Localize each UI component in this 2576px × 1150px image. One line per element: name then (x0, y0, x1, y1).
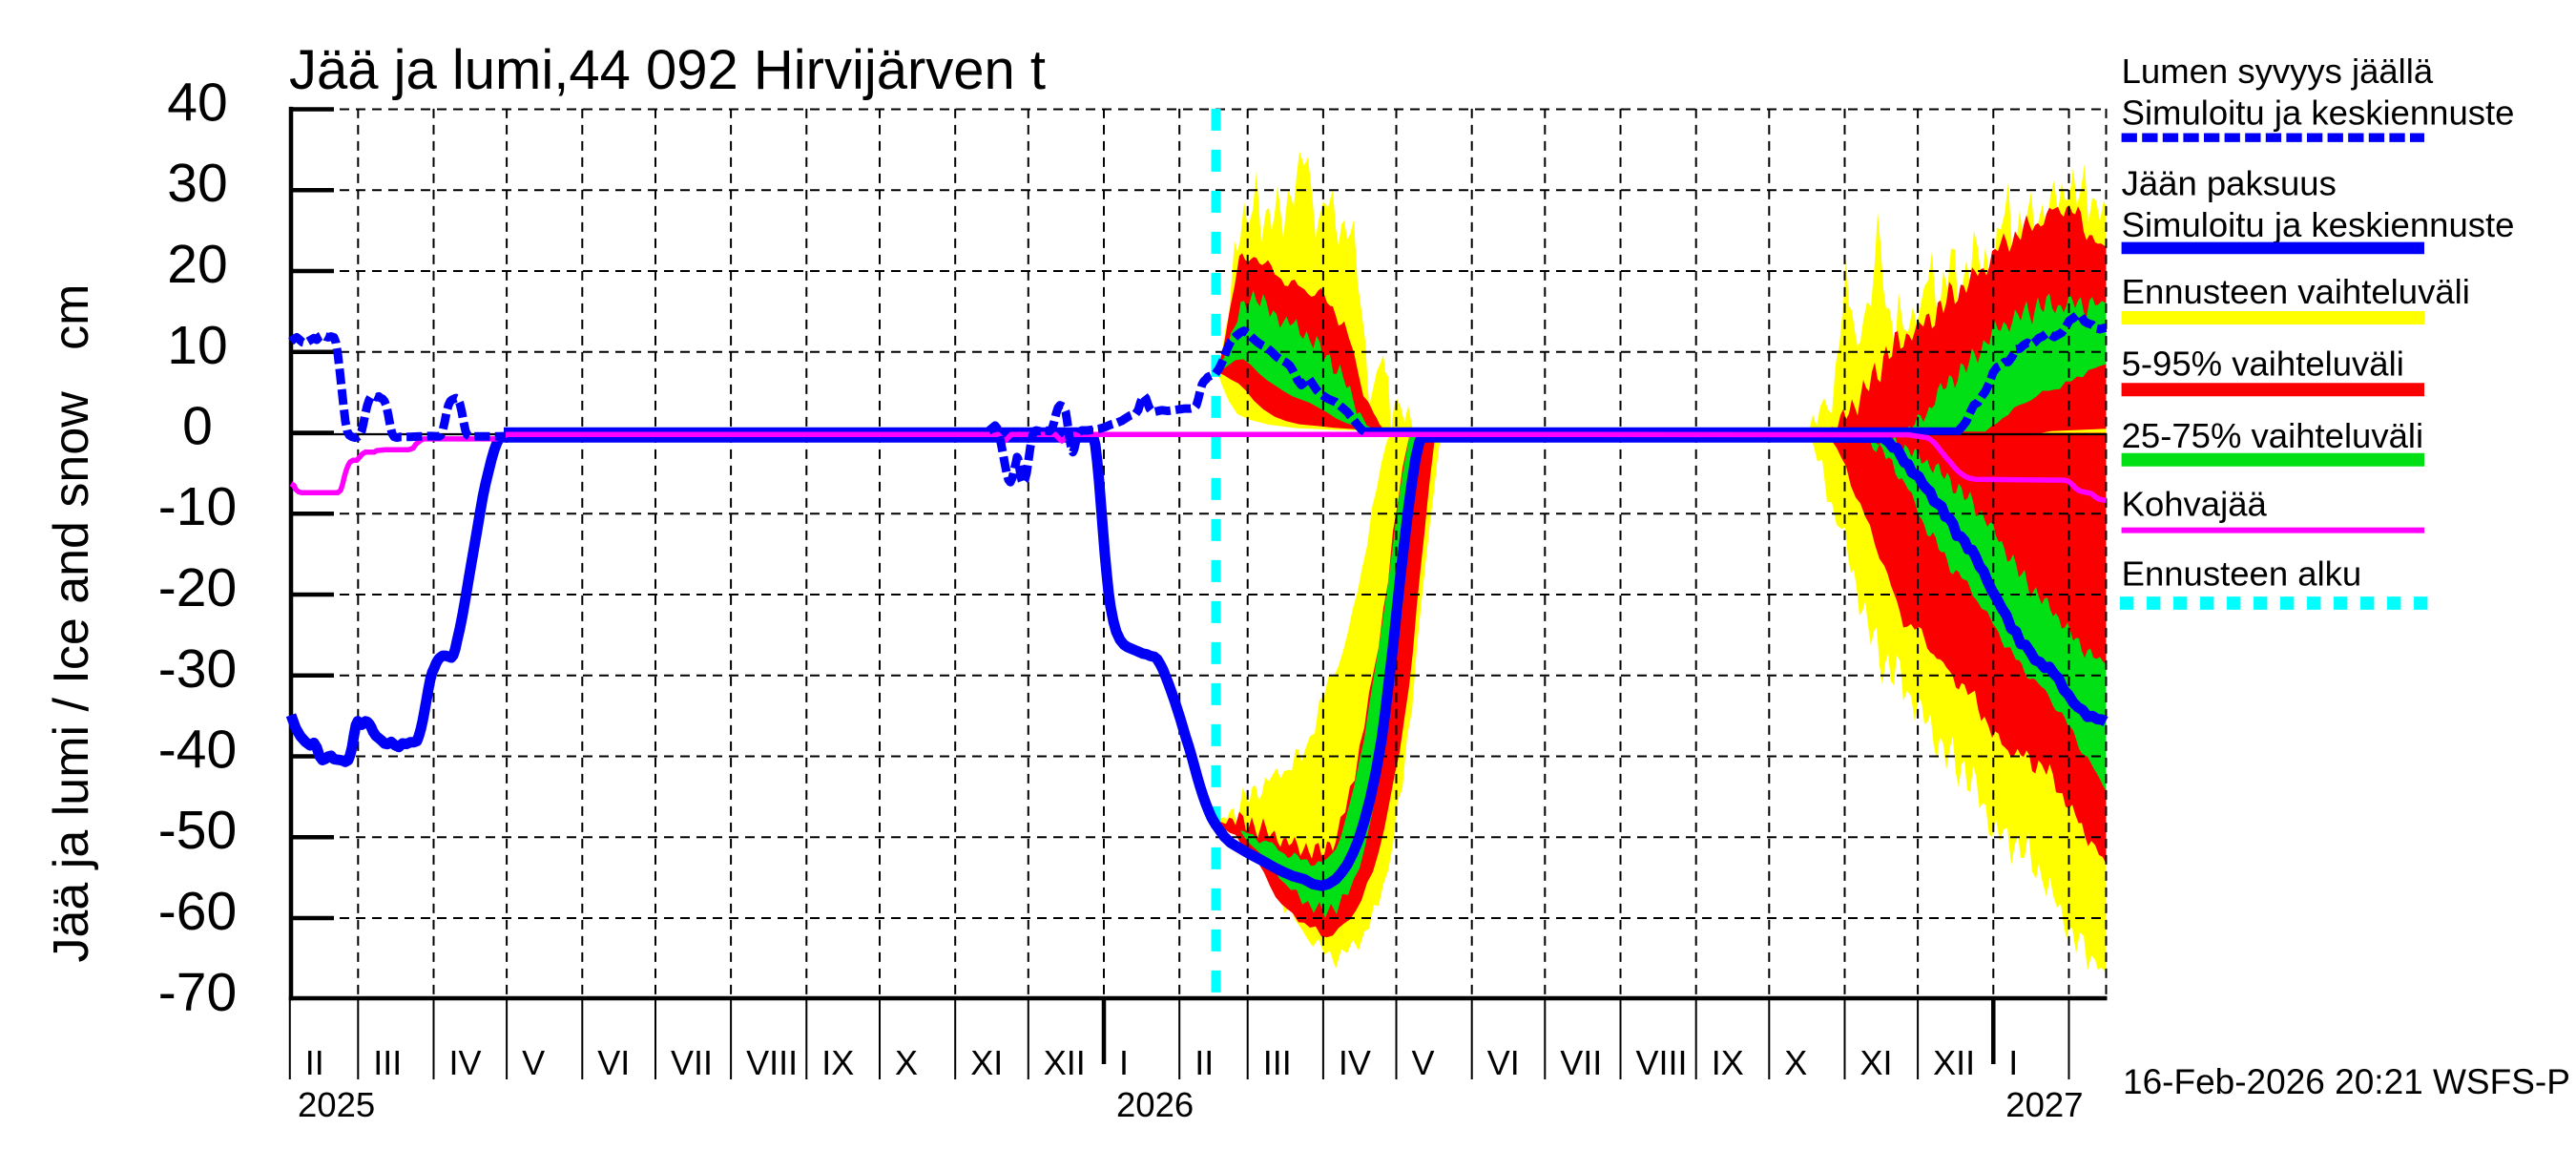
svg-text:V: V (522, 1043, 545, 1082)
svg-text:XI: XI (1860, 1043, 1893, 1082)
svg-text:II: II (1195, 1043, 1214, 1082)
svg-text:-70: -70 (158, 962, 237, 1023)
svg-text:-30: -30 (158, 638, 237, 700)
svg-text:III: III (1263, 1043, 1292, 1082)
svg-text:Jään paksuus: Jään paksuus (2122, 163, 2337, 202)
svg-text:2025: 2025 (298, 1085, 375, 1124)
svg-text:5-95% vaihteluväli: 5-95% vaihteluväli (2122, 344, 2404, 383)
svg-text:-60: -60 (158, 881, 237, 942)
svg-text:20: 20 (167, 234, 227, 295)
svg-text:IX: IX (821, 1043, 854, 1082)
svg-text:Jää ja lumi,44 092 Hirvijärven: Jää ja lumi,44 092 Hirvijärven t (289, 39, 1046, 101)
svg-text:X: X (1784, 1043, 1807, 1082)
svg-text:Ennusteen alku: Ennusteen alku (2122, 554, 2362, 593)
svg-text:XII: XII (1933, 1043, 1975, 1082)
svg-text:0: 0 (182, 396, 213, 457)
svg-text:I: I (1119, 1043, 1129, 1082)
svg-text:-20: -20 (158, 557, 237, 618)
svg-text:-40: -40 (158, 720, 237, 781)
svg-text:VI: VI (1487, 1043, 1520, 1082)
svg-text:10: 10 (167, 315, 227, 376)
svg-text:V: V (1412, 1043, 1435, 1082)
svg-text:IV: IV (449, 1043, 482, 1082)
svg-text:Simuloitu ja keskiennuste: Simuloitu ja keskiennuste (2122, 205, 2515, 244)
svg-text:Simuloitu ja keskiennuste: Simuloitu ja keskiennuste (2122, 94, 2515, 133)
svg-text:IX: IX (1712, 1043, 1744, 1082)
svg-text:VII: VII (1560, 1043, 1602, 1082)
svg-text:Kohvajää: Kohvajää (2122, 485, 2268, 524)
svg-text:IV: IV (1339, 1043, 1371, 1082)
svg-text:X: X (895, 1043, 918, 1082)
svg-text:VI: VI (597, 1043, 630, 1082)
svg-text:Jää ja lumi / Ice and snow c: Jää ja lumi / Ice and snow cm (44, 284, 99, 963)
svg-text:-10: -10 (158, 476, 237, 537)
svg-text:30: 30 (167, 153, 227, 214)
svg-text:VIII: VIII (746, 1043, 798, 1082)
svg-text:VIII: VIII (1636, 1043, 1688, 1082)
svg-text:16-Feb-2026 20:21 WSFS-P: 16-Feb-2026 20:21 WSFS-P (2123, 1062, 2570, 1101)
svg-text:Ennusteen vaihteluväli: Ennusteen vaihteluväli (2122, 272, 2470, 311)
svg-text:I: I (2008, 1043, 2018, 1082)
svg-text:-50: -50 (158, 800, 237, 861)
svg-text:VII: VII (671, 1043, 713, 1082)
svg-text:II: II (305, 1043, 324, 1082)
svg-text:25-75% vaihteluväli: 25-75% vaihteluväli (2122, 416, 2424, 455)
svg-text:III: III (373, 1043, 402, 1082)
svg-text:XI: XI (970, 1043, 1003, 1082)
svg-text:Lumen syvyys jäällä: Lumen syvyys jäällä (2122, 52, 2434, 91)
svg-text:40: 40 (167, 73, 227, 134)
svg-text:2027: 2027 (2005, 1085, 2083, 1124)
svg-text:2026: 2026 (1116, 1085, 1194, 1124)
svg-text:XII: XII (1044, 1043, 1086, 1082)
